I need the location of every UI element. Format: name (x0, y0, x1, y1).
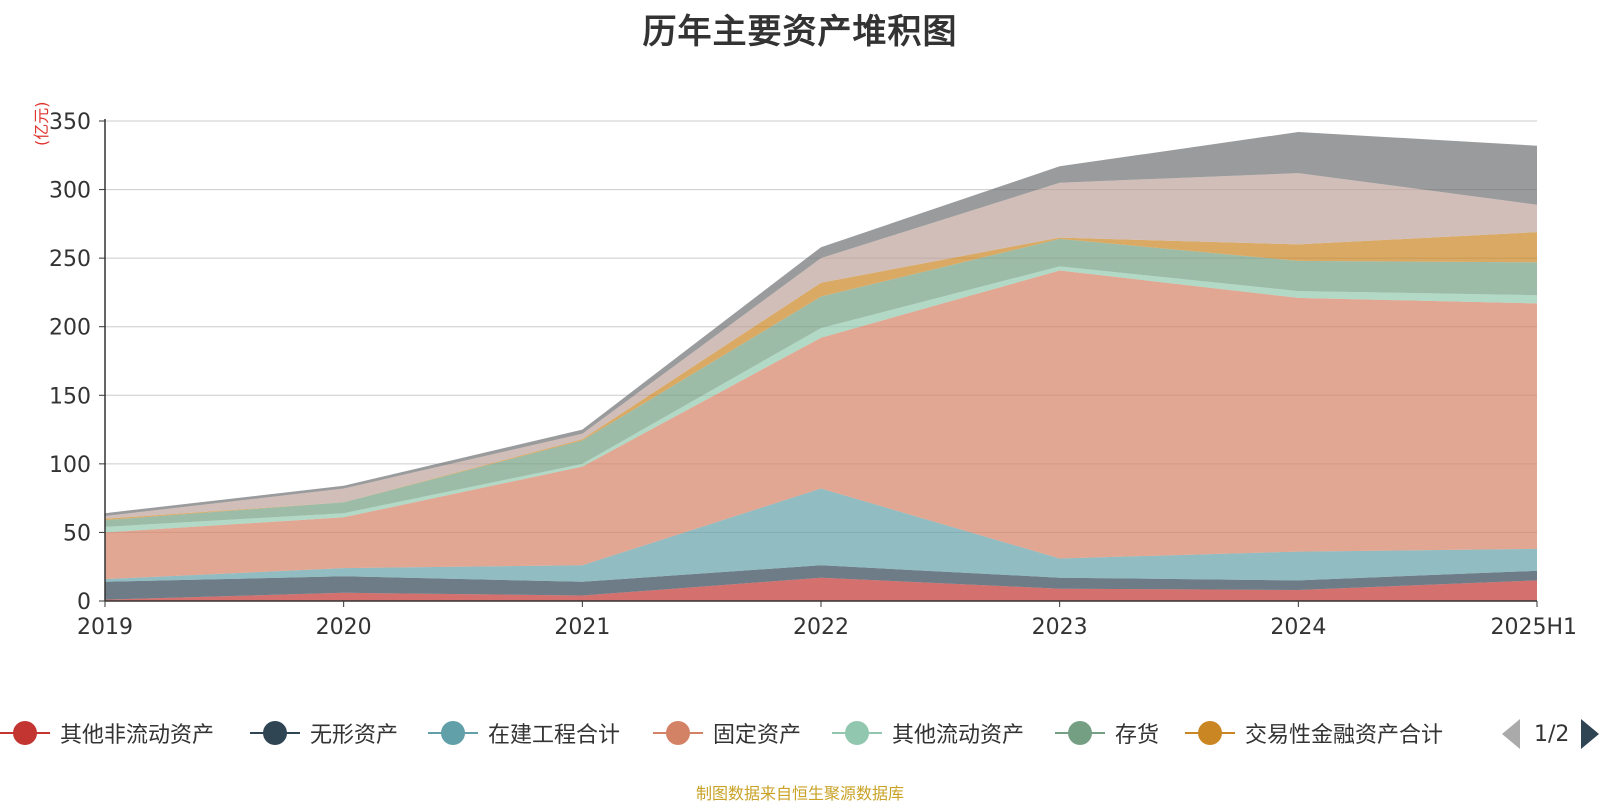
y-tick-label: 300 (49, 179, 91, 204)
legend-next-page-icon[interactable] (1581, 719, 1600, 749)
x-tick-label: 2024 (1270, 615, 1326, 640)
legend-label: 在建工程合计 (488, 723, 621, 748)
area-series-9 (105, 132, 1537, 516)
legend-item[interactable]: 无形资产 (250, 716, 398, 750)
x-tick-label: 2022 (793, 615, 849, 640)
y-tick-label: 350 (49, 110, 91, 135)
x-tick-label: 2021 (554, 615, 610, 640)
legend-marker-icon (653, 716, 703, 750)
data-source-note: 制图数据来自恒生聚源数据库 (695, 784, 904, 803)
chart-legend: 其他非流动资产 无形资产 在建工程合计 固定资产 其他流动资产 存货 交易性金融资产合计 (0, 716, 1600, 752)
legend-marker-icon (1185, 716, 1235, 750)
area-series-3 (105, 488, 1537, 582)
y-tick-label: 0 (77, 590, 91, 615)
legend-marker-icon (1055, 716, 1105, 750)
legend-item[interactable]: 其他流动资产 (832, 716, 1024, 750)
area-series-2 (105, 565, 1537, 600)
area-series-1 (105, 577, 1537, 601)
area-series-7 (105, 232, 1537, 521)
legend-label: 固定资产 (713, 723, 802, 748)
legend-label: 存货 (1115, 723, 1160, 748)
y-tick-label: 150 (49, 384, 91, 409)
legend-marker-icon (0, 716, 50, 750)
x-tick-label: 2020 (316, 615, 372, 640)
x-tick-label: 2023 (1032, 615, 1088, 640)
legend-item[interactable]: 存货 (1055, 716, 1159, 750)
x-tick-label: 2019 (77, 615, 133, 640)
area-series-5 (105, 266, 1537, 533)
legend-marker-icon (832, 716, 882, 750)
legend-marker-icon (428, 716, 478, 750)
legend-label: 无形资产 (310, 723, 399, 748)
legend-pager: 1/2 (1502, 716, 1600, 752)
legend-item[interactable]: 其他非流动资产 (0, 716, 214, 750)
legend-item[interactable]: 在建工程合计 (428, 716, 620, 750)
legend-label: 其他流动资产 (892, 723, 1025, 748)
legend-page-indicator: 1/2 (1534, 721, 1570, 747)
legend-label: 其他非流动资产 (60, 723, 215, 748)
y-tick-label: 100 (49, 453, 91, 478)
x-tick-label: 2025H1 (1490, 615, 1577, 640)
legend-marker-icon (250, 716, 300, 750)
legend-item[interactable]: 固定资产 (653, 716, 801, 750)
area-series-4 (105, 270, 1537, 580)
area-series-8 (105, 173, 1537, 519)
y-tick-label: 200 (49, 316, 91, 341)
y-axis-unit-label: (亿元) (32, 101, 51, 147)
legend-prev-page-icon[interactable] (1502, 719, 1520, 749)
y-tick-label: 250 (49, 247, 91, 272)
stacked-area-chart: 0 50 100 150 200 250 300 350 2019 2020 2021 2022 202… (49, 110, 1577, 640)
legend-item[interactable]: 交易性金融资产合计 (1185, 716, 1443, 750)
y-tick-label: 50 (63, 521, 91, 546)
legend-label: 交易性金融资产合计 (1245, 723, 1444, 748)
chart-title: 历年主要资产堆积图 (642, 12, 958, 52)
